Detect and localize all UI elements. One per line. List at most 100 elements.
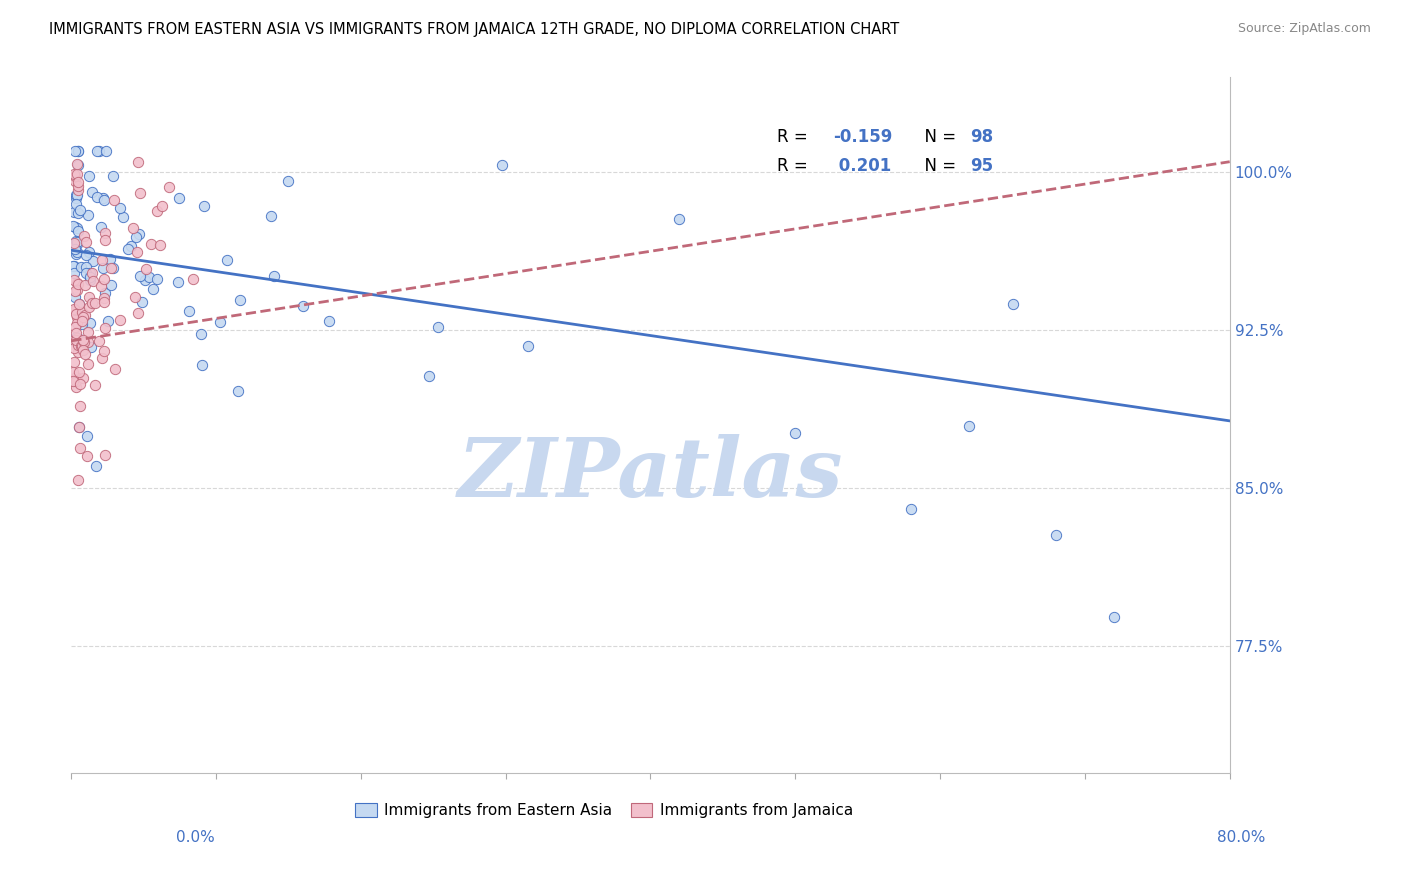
Point [166, 276, 188, 290]
Point [63, 341, 86, 355]
Point [77, 325, 100, 339]
Point [65, 374, 87, 388]
Point [91, 260, 114, 275]
Point [122, 220, 145, 235]
Point [63, 303, 86, 318]
Point [65, 169, 87, 183]
Point [291, 299, 314, 313]
Text: Source: ZipAtlas.com: Source: ZipAtlas.com [1237, 22, 1371, 36]
Point [183, 271, 205, 285]
Point [65, 197, 87, 211]
Point [226, 384, 249, 399]
Point [86, 190, 108, 204]
Text: 95: 95 [970, 157, 994, 176]
Point [76, 429, 98, 443]
Text: 98: 98 [970, 128, 994, 146]
Point [66, 237, 89, 252]
Point [82, 253, 104, 268]
Point [62, 374, 84, 388]
Point [89, 334, 111, 348]
Point [82, 266, 104, 280]
Point [229, 293, 252, 307]
Point [90, 219, 112, 234]
Point [96, 145, 118, 159]
Point [1001, 297, 1024, 311]
Point [108, 201, 131, 215]
Point [93, 234, 115, 248]
Point [131, 295, 153, 310]
Point [72, 310, 94, 324]
Text: 0.201: 0.201 [832, 157, 891, 176]
Point [67, 332, 90, 346]
Point [149, 238, 172, 252]
Point [65, 320, 87, 334]
Point [63, 167, 86, 181]
Point [69, 376, 91, 391]
Point [516, 339, 538, 353]
Point [79, 273, 101, 287]
Point [63, 205, 86, 219]
Point [73, 308, 96, 322]
Point [127, 154, 149, 169]
Point [72, 304, 94, 318]
Point [139, 236, 162, 251]
Point [66, 168, 89, 182]
Point [79, 266, 101, 280]
Point [491, 158, 513, 172]
Text: N =: N = [914, 157, 962, 176]
Point [86, 144, 108, 158]
Text: 0.0%: 0.0% [176, 830, 215, 845]
Point [70, 339, 93, 353]
Point [100, 261, 122, 276]
Point [785, 425, 807, 440]
Point [65, 285, 87, 299]
Point [79, 290, 101, 304]
Point [104, 362, 127, 376]
Point [76, 449, 98, 463]
Point [83, 378, 105, 392]
Text: N =: N = [914, 128, 962, 146]
Point [120, 239, 142, 253]
Point [134, 272, 156, 286]
Point [67, 183, 90, 197]
Legend: Immigrants from Eastern Asia, Immigrants from Jamaica: Immigrants from Eastern Asia, Immigrants… [349, 797, 859, 824]
Point [94, 321, 117, 335]
Point [77, 357, 100, 371]
Point [65, 326, 87, 341]
Point [77, 245, 100, 260]
Point [75, 260, 97, 274]
Point [67, 206, 90, 220]
Point [75, 248, 97, 262]
Point [66, 187, 89, 202]
Point [63, 273, 86, 287]
Point [66, 224, 89, 238]
Point [66, 371, 89, 385]
Point [65, 380, 87, 394]
Text: ZIPatlas: ZIPatlas [458, 434, 844, 514]
Point [418, 368, 440, 383]
Point [103, 193, 125, 207]
Point [135, 262, 157, 277]
Point [66, 331, 89, 345]
Point [98, 252, 121, 266]
Point [142, 282, 165, 296]
Point [1045, 528, 1067, 542]
Point [128, 227, 150, 241]
Point [66, 310, 89, 324]
Point [79, 317, 101, 331]
Point [93, 344, 115, 359]
Text: R =: R = [776, 157, 813, 176]
Point [72, 334, 94, 348]
Point [263, 269, 285, 284]
Point [72, 229, 94, 244]
Point [65, 333, 87, 347]
Point [157, 179, 180, 194]
Point [215, 252, 238, 267]
Point [93, 271, 115, 285]
Point [90, 252, 112, 267]
Point [72, 339, 94, 353]
Point [63, 302, 86, 317]
Point [66, 277, 89, 291]
Point [66, 221, 89, 235]
Point [79, 269, 101, 284]
